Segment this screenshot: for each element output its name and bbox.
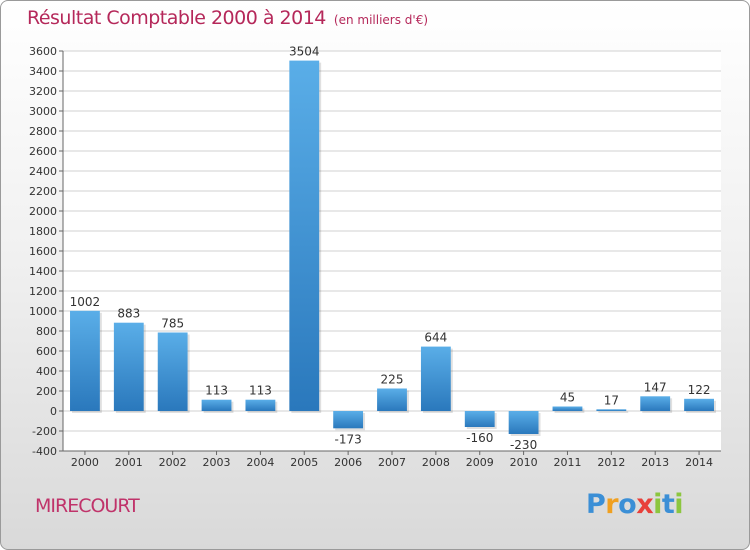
- chart-subtitle: (en milliers d'€): [333, 13, 429, 27]
- bar: [552, 406, 583, 411]
- x-tick-label: 2008: [422, 456, 450, 469]
- y-tick-label: 1600: [29, 245, 57, 258]
- x-tick-label: 2014: [685, 456, 713, 469]
- title-text: Résultat Comptable 2000 à 2014: [27, 7, 326, 29]
- data-label: 644: [424, 331, 447, 345]
- bar: [289, 60, 320, 411]
- commune-name: MIRECOURT: [35, 495, 140, 517]
- y-tick-label: 3000: [29, 105, 57, 118]
- y-tick-label: 2600: [29, 145, 57, 158]
- y-tick-label: 3600: [29, 45, 57, 58]
- y-tick-label: 2800: [29, 125, 57, 138]
- bar: [508, 411, 539, 434]
- logo-letter: i: [653, 489, 662, 520]
- data-label: 785: [161, 317, 184, 331]
- data-label: 17: [604, 393, 619, 407]
- bar: [113, 322, 144, 411]
- data-label: 45: [560, 391, 575, 405]
- bar: [596, 409, 627, 411]
- data-label: 122: [688, 383, 711, 397]
- bar: [464, 411, 495, 427]
- bar: [201, 399, 232, 411]
- data-label: 147: [644, 380, 667, 394]
- y-tick-label: 600: [36, 345, 57, 358]
- bar: [245, 399, 276, 411]
- data-label: -173: [335, 432, 362, 446]
- data-label: -160: [466, 431, 493, 445]
- x-tick-label: 2010: [510, 456, 538, 469]
- x-tick-label: 2005: [290, 456, 318, 469]
- y-tick-label: 2400: [29, 165, 57, 178]
- logo-letter: t: [661, 489, 675, 520]
- bar: [420, 346, 451, 411]
- data-label: 225: [381, 373, 404, 387]
- x-tick-label: 2012: [597, 456, 625, 469]
- logo-letter: o: [618, 489, 637, 520]
- bar-shadow: [598, 411, 629, 413]
- y-tick-label: 200: [36, 385, 57, 398]
- chart-title: Résultat Comptable 2000 à 2014 (en millie…: [27, 7, 428, 29]
- x-tick-label: 2000: [71, 456, 99, 469]
- x-tick-label: 2001: [115, 456, 143, 469]
- x-tick-label: 2006: [334, 456, 362, 469]
- y-tick-label: 3200: [29, 85, 57, 98]
- y-tick-label: 3400: [29, 65, 57, 78]
- bar: [333, 411, 364, 429]
- data-label: 1002: [70, 295, 101, 309]
- data-label: -230: [510, 438, 537, 452]
- bar: [684, 398, 714, 411]
- logo-letter: P: [586, 489, 606, 520]
- y-tick-label: 1800: [29, 225, 57, 238]
- x-tick-label: 2002: [159, 456, 187, 469]
- y-tick-label: 400: [36, 365, 57, 378]
- y-tick-label: -200: [32, 425, 57, 438]
- bar: [70, 310, 100, 411]
- bar: [157, 332, 188, 411]
- x-tick-label: 2011: [553, 456, 581, 469]
- y-tick-label: 2200: [29, 185, 57, 198]
- data-label: 883: [117, 307, 140, 321]
- logo-letter: r: [605, 489, 619, 520]
- bar: [377, 388, 407, 411]
- y-tick-label: 2000: [29, 205, 57, 218]
- y-tick-label: 1400: [29, 265, 57, 278]
- x-tick-label: 2013: [641, 456, 669, 469]
- y-tick-label: 1200: [29, 285, 57, 298]
- y-tick-label: -400: [32, 445, 57, 458]
- x-tick-label: 2004: [246, 456, 274, 469]
- data-label: 113: [249, 384, 272, 398]
- proxiti-logo: Proxiti: [586, 489, 684, 520]
- x-tick-label: 2009: [466, 456, 494, 469]
- y-tick-label: 0: [50, 405, 57, 418]
- x-tick-label: 2003: [203, 456, 231, 469]
- logo-letter: x: [636, 489, 654, 520]
- y-tick-label: 1000: [29, 305, 57, 318]
- data-label: 113: [205, 384, 228, 398]
- bar: [640, 396, 671, 411]
- y-tick-label: 800: [36, 325, 57, 338]
- data-label: 3504: [289, 45, 320, 59]
- logo-letter: i: [674, 489, 684, 520]
- x-tick-label: 2007: [378, 456, 406, 469]
